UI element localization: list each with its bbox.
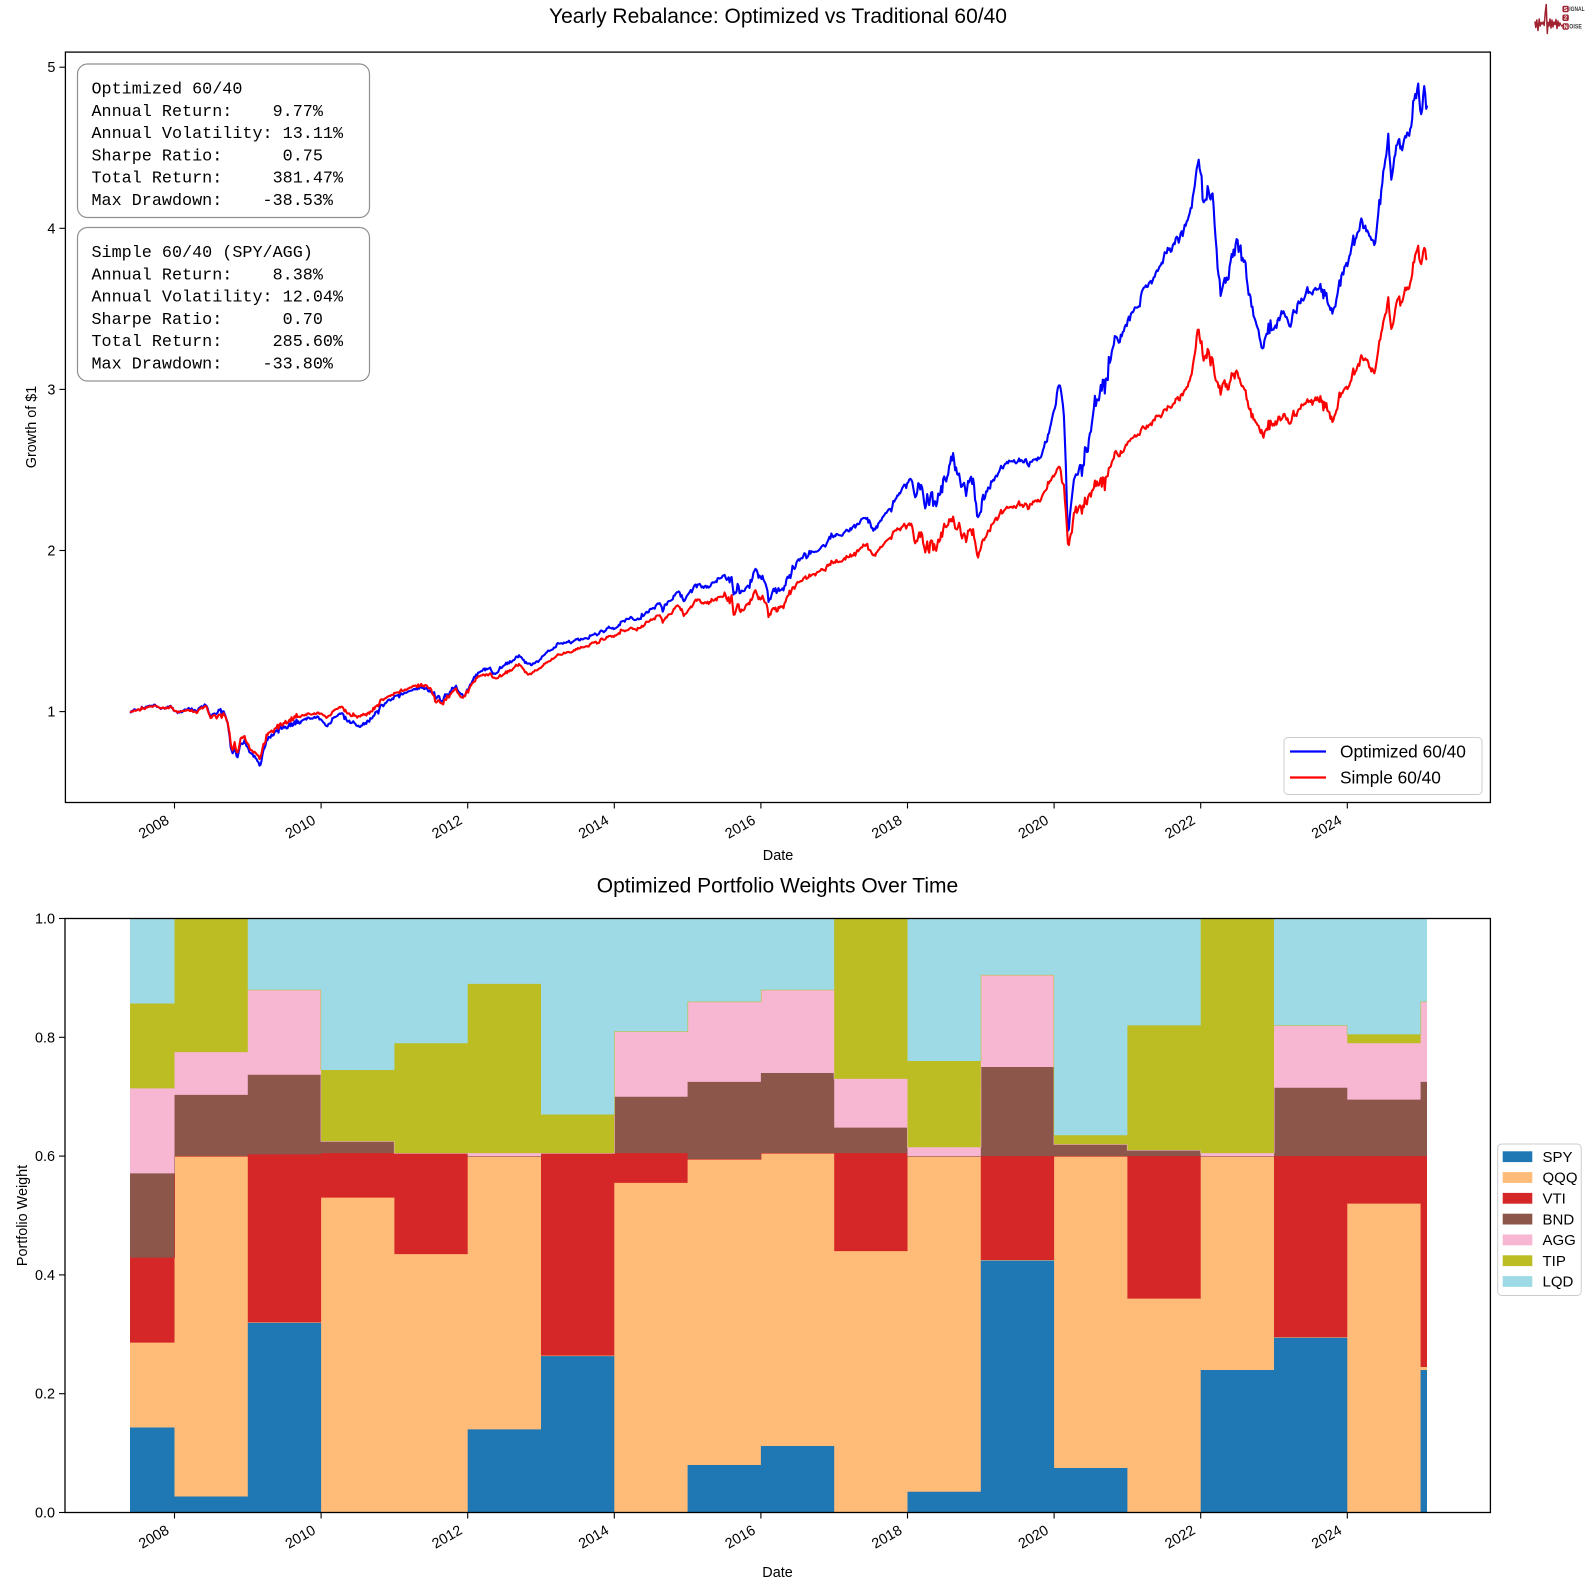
svg-text:0.8: 0.8 [35, 1030, 55, 1046]
svg-text:2: 2 [1564, 16, 1567, 22]
svg-text:0.0: 0.0 [35, 1506, 55, 1522]
svg-text:Annual Volatility: 12.04%: Annual Volatility: 12.04% [92, 289, 344, 308]
svg-text:Total Return: 285.60%: Total Return: 285.60% [92, 333, 344, 352]
svg-text:AGG: AGG [1543, 1232, 1576, 1249]
svg-text:VTI: VTI [1543, 1191, 1566, 1208]
svg-text:Date: Date [762, 1565, 792, 1581]
svg-text:Optimized Portfolio Weights Ov: Optimized Portfolio Weights Over Time [597, 875, 958, 898]
svg-text:3: 3 [47, 382, 55, 398]
svg-text:Max Drawdown: -33.80%: Max Drawdown: -33.80% [92, 356, 334, 375]
svg-text:Optimized 60/40: Optimized 60/40 [92, 81, 243, 100]
svg-text:Sharpe Ratio: 0.75: Sharpe Ratio: 0.75 [92, 147, 323, 166]
svg-text:OISE: OISE [1569, 24, 1582, 31]
svg-text:Simple 60/40: Simple 60/40 [1340, 768, 1441, 788]
svg-text:5: 5 [47, 60, 55, 76]
svg-text:S: S [1564, 7, 1568, 13]
svg-text:Simple 60/40 (SPY/AGG): Simple 60/40 (SPY/AGG) [92, 244, 313, 263]
svg-text:Total Return: 381.47%: Total Return: 381.47% [92, 170, 344, 189]
svg-text:Date: Date [763, 848, 793, 864]
svg-text:LQD: LQD [1543, 1274, 1574, 1291]
svg-text:0.6: 0.6 [35, 1149, 55, 1165]
svg-text:N: N [1564, 24, 1568, 30]
svg-text:SPY: SPY [1543, 1149, 1573, 1166]
svg-text:0.2: 0.2 [35, 1387, 55, 1403]
svg-text:Portfolio Weight: Portfolio Weight [15, 1165, 31, 1266]
svg-text:Annual Return: 8.38%: Annual Return: 8.38% [92, 266, 324, 285]
svg-text:Sharpe Ratio: 0.70: Sharpe Ratio: 0.70 [92, 311, 323, 330]
svg-text:1.0: 1.0 [35, 912, 55, 928]
svg-text:Max Drawdown: -38.53%: Max Drawdown: -38.53% [92, 192, 334, 211]
svg-text:4: 4 [47, 221, 55, 237]
svg-text:TIP: TIP [1543, 1253, 1566, 1270]
svg-text:Annual Return: 9.77%: Annual Return: 9.77% [92, 103, 324, 122]
svg-text:2: 2 [47, 544, 55, 560]
svg-text:Growth of $1: Growth of $1 [24, 386, 40, 468]
svg-text:BND: BND [1543, 1211, 1575, 1228]
svg-text:0.4: 0.4 [35, 1268, 55, 1284]
svg-text:Optimized 60/40: Optimized 60/40 [1340, 742, 1466, 762]
svg-text:1: 1 [47, 705, 55, 721]
svg-text:QQQ: QQQ [1543, 1170, 1578, 1187]
svg-text:Annual Volatility: 13.11%: Annual Volatility: 13.11% [92, 125, 344, 144]
svg-text:IGNAL: IGNAL [1569, 6, 1584, 13]
svg-text:Yearly Rebalance: Optimized vs: Yearly Rebalance: Optimized vs Tradition… [549, 5, 1007, 28]
